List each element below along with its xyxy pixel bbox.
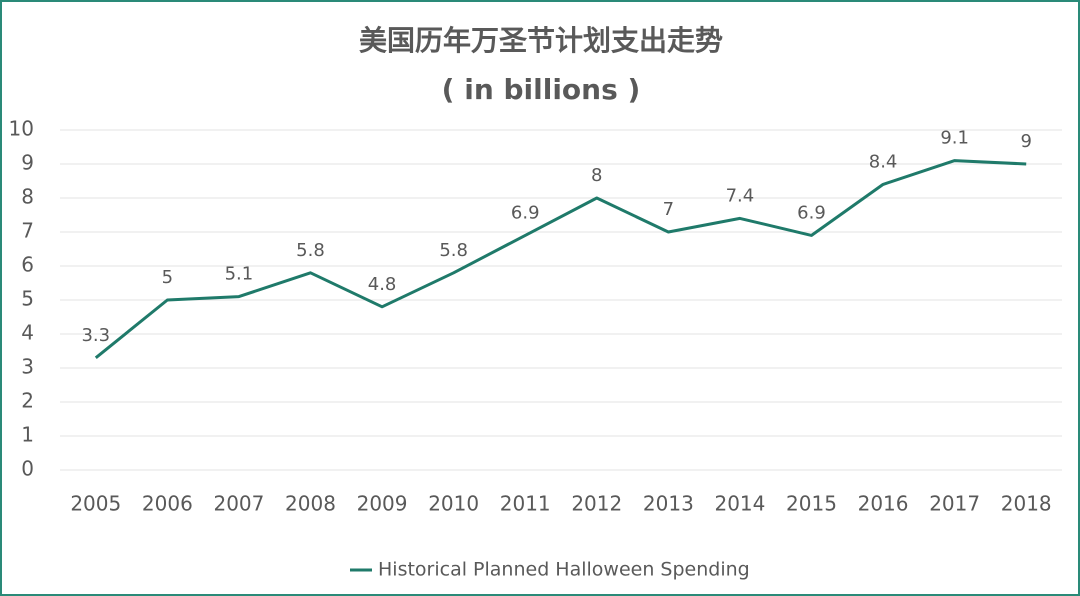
x-tick-label: 2010 <box>428 492 479 516</box>
y-tick-label: 3 <box>21 355 34 379</box>
y-tick-label: 9 <box>21 151 34 175</box>
y-tick-label: 0 <box>21 457 34 481</box>
data-label: 6.9 <box>797 202 826 223</box>
chart-subtitle: ( in billions ) <box>442 73 641 106</box>
data-line <box>94 159 1027 359</box>
y-tick-label: 10 <box>9 117 34 141</box>
data-label: 5.1 <box>225 264 254 285</box>
data-label: 8.4 <box>869 151 898 172</box>
data-label: 3.3 <box>81 325 110 346</box>
data-label: 5.8 <box>439 240 468 261</box>
y-tick-label: 1 <box>21 423 34 447</box>
x-tick-label: 2016 <box>858 492 909 516</box>
y-tick-label: 7 <box>21 219 34 243</box>
x-tick-label: 2005 <box>70 492 121 516</box>
y-tick-label: 8 <box>21 185 34 209</box>
data-label: 4.8 <box>368 274 397 295</box>
x-tick-label: 2011 <box>500 492 551 516</box>
x-tick-label: 2008 <box>285 492 336 516</box>
data-label: 6.9 <box>511 202 540 223</box>
data-label: 7 <box>663 199 674 220</box>
data-label: 8 <box>591 165 602 186</box>
x-tick-label: 2018 <box>1001 492 1052 516</box>
x-tick-label: 2007 <box>213 492 264 516</box>
data-label: 7.4 <box>726 185 755 206</box>
x-tick-label: 2014 <box>714 492 765 516</box>
y-tick-label: 5 <box>21 287 34 311</box>
y-tick-label: 4 <box>21 321 34 345</box>
x-tick-label: 2015 <box>786 492 837 516</box>
data-label: 9 <box>1020 131 1031 152</box>
chart-title: 美国历年万圣节计划支出走势 <box>359 24 723 57</box>
y-tick-label: 2 <box>21 389 34 413</box>
x-tick-label: 2006 <box>142 492 193 516</box>
x-tick-label: 2013 <box>643 492 694 516</box>
data-label: 5.8 <box>296 240 325 261</box>
x-tick-label: 2009 <box>357 492 408 516</box>
x-tick-label: 2012 <box>571 492 622 516</box>
legend-label: Historical Planned Halloween Spending <box>378 559 750 581</box>
x-tick-label: 2017 <box>929 492 980 516</box>
data-label: 5 <box>162 267 173 288</box>
data-label: 9.1 <box>940 128 969 149</box>
y-tick-label: 6 <box>21 253 34 277</box>
